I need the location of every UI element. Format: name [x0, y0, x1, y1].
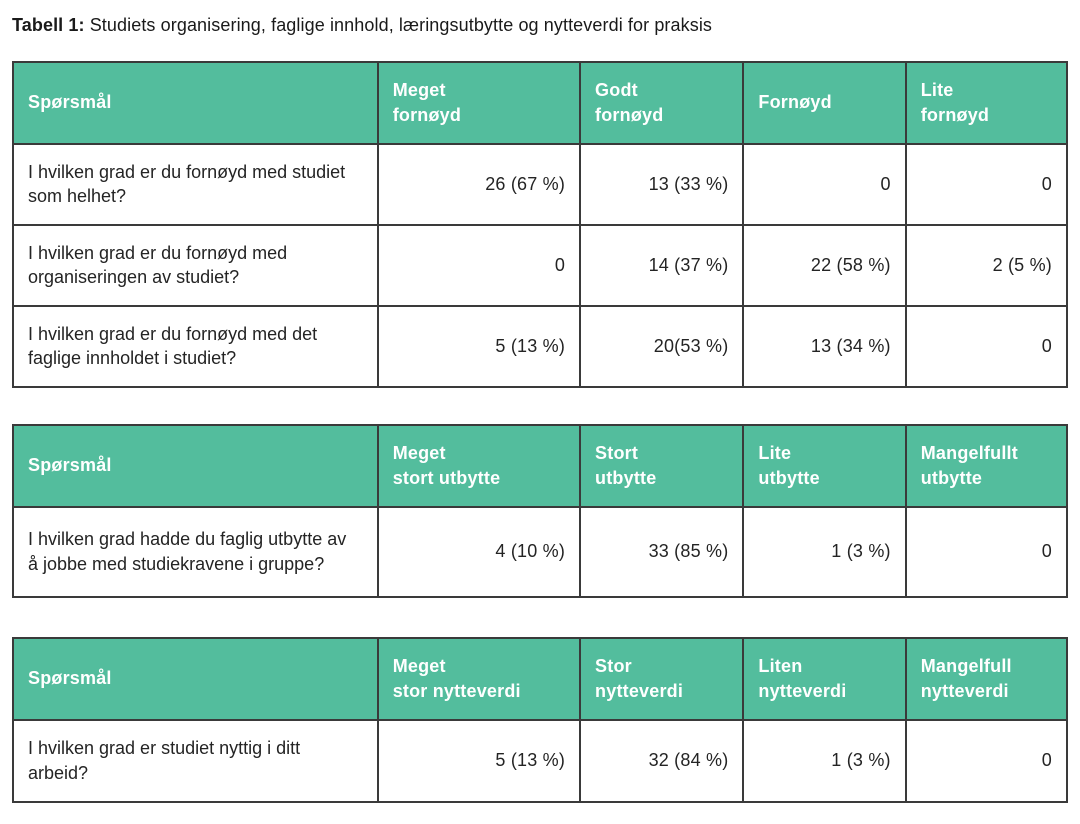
value-cell: 20(53 %) [579, 304, 745, 388]
question-cell: I hvilken grad er studiet nyttig i ditt … [12, 718, 379, 803]
table-caption-label: Tabell 1: [12, 15, 85, 35]
table-satisfaction: Spørsmål Meget fornøyd Godt fornøyd Forn… [12, 60, 1069, 388]
value-cell: 14 (37 %) [579, 223, 745, 307]
table-caption-text: Studiets organisering, faglige innhold, … [84, 15, 713, 35]
table-row: I hvilken grad er du fornøyd med studiet… [12, 142, 1069, 226]
column-header-liten-nytteverdi: Liten nytteverdi [742, 636, 907, 721]
value-cell: 0 [904, 718, 1069, 803]
column-header-meget-fornoyd: Meget fornøyd [376, 60, 582, 145]
value-cell: 33 (85 %) [579, 505, 745, 598]
table-row: I hvilken grad er du fornøyd med organis… [12, 223, 1069, 307]
column-header-mangelfull-nytteverdi: Mangelfull nytteverdi [904, 636, 1069, 721]
table-nytteverdi: Spørsmål Meget stor nytteverdi Stor nytt… [12, 636, 1069, 803]
column-header-lite-fornoyd: Lite fornøyd [904, 60, 1069, 145]
document-page: Tabell 1: Studiets organisering, faglige… [12, 14, 1069, 803]
value-cell: 22 (58 %) [742, 223, 907, 307]
value-cell: 1 (3 %) [742, 718, 907, 803]
table-utbytte: Spørsmål Meget stort utbytte Stort utbyt… [12, 423, 1069, 598]
table-row: I hvilken grad er studiet nyttig i ditt … [12, 718, 1069, 803]
value-cell: 13 (34 %) [742, 304, 907, 388]
column-header-stor-nytteverdi: Stor nytteverdi [579, 636, 745, 721]
value-cell: 0 [904, 505, 1069, 598]
column-header-fornoyd: Fornøyd [742, 60, 907, 145]
value-cell: 5 (13 %) [376, 304, 582, 388]
value-cell: 13 (33 %) [579, 142, 745, 226]
header-row: Spørsmål Meget fornøyd Godt fornøyd Forn… [12, 60, 1069, 145]
table-caption: Tabell 1: Studiets organisering, faglige… [12, 14, 1068, 37]
column-header-mangelfullt-utbytte: Mangelfullt utbytte [904, 423, 1069, 508]
column-header-sporsmal: Spørsmål [12, 60, 379, 145]
table-row: I hvilken grad er du fornøyd med det fag… [12, 304, 1069, 388]
question-cell: I hvilken grad hadde du faglig utbytte a… [12, 505, 379, 598]
column-header-sporsmal: Spørsmål [12, 636, 379, 721]
value-cell: 0 [904, 142, 1069, 226]
column-header-godt-fornoyd: Godt fornøyd [579, 60, 745, 145]
value-cell: 0 [904, 304, 1069, 388]
column-header-stort-utbytte: Stort utbytte [579, 423, 745, 508]
value-cell: 5 (13 %) [376, 718, 582, 803]
value-cell: 0 [376, 223, 582, 307]
question-cell: I hvilken grad er du fornøyd med det fag… [12, 304, 379, 388]
header-row: Spørsmål Meget stort utbytte Stort utbyt… [12, 423, 1069, 508]
header-row: Spørsmål Meget stor nytteverdi Stor nytt… [12, 636, 1069, 721]
question-cell: I hvilken grad er du fornøyd med studiet… [12, 142, 379, 226]
column-header-sporsmal: Spørsmål [12, 423, 379, 508]
column-header-meget-stort-utbytte: Meget stort utbytte [376, 423, 582, 508]
column-header-meget-stor-nytteverdi: Meget stor nytteverdi [376, 636, 582, 721]
value-cell: 4 (10 %) [376, 505, 582, 598]
value-cell: 0 [742, 142, 907, 226]
question-cell: I hvilken grad er du fornøyd med organis… [12, 223, 379, 307]
value-cell: 32 (84 %) [579, 718, 745, 803]
table-row: I hvilken grad hadde du faglig utbytte a… [12, 505, 1069, 598]
value-cell: 26 (67 %) [376, 142, 582, 226]
column-header-lite-utbytte: Lite utbytte [742, 423, 907, 508]
value-cell: 1 (3 %) [742, 505, 907, 598]
value-cell: 2 (5 %) [904, 223, 1069, 307]
